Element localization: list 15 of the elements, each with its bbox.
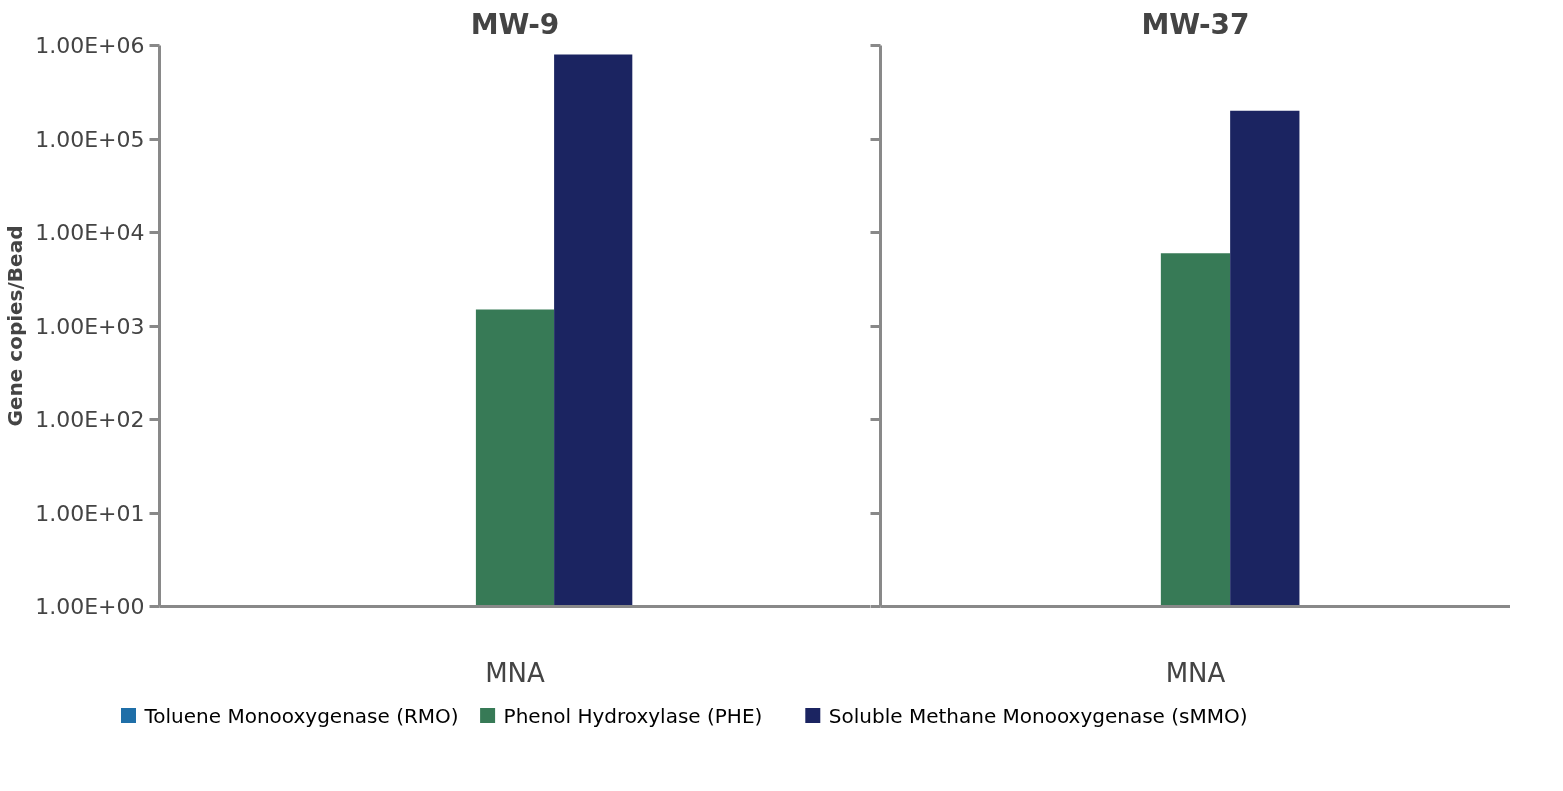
x-tick-label: MNA: [1165, 657, 1226, 688]
y-tick-label: 1.00E+00: [35, 594, 145, 619]
chart-title: MW-9: [470, 7, 560, 41]
x-tick-label: MNA: [485, 657, 546, 688]
y-tick-label: 1.00E+01: [35, 500, 145, 526]
y-axis-title: Gene copies/Bead: [3, 225, 28, 427]
y-tick-label: 1.00E+06: [35, 33, 145, 58]
chart-title: MW-37: [1141, 7, 1250, 41]
legend-label: Phenol Hydroxylase (PHE): [503, 703, 763, 728]
legend-label: Soluble Methane Monooxygenase (sMMO): [828, 703, 1248, 728]
y-tick-label: 1.00E+03: [35, 313, 145, 339]
y-tick-label: 1.00E+05: [35, 126, 145, 152]
y-tick-label: 1.00E+02: [35, 407, 145, 432]
y-tick-label: 1.00E+04: [35, 220, 145, 245]
legend-label: Toluene Monooxygenase (RMO): [143, 703, 459, 728]
